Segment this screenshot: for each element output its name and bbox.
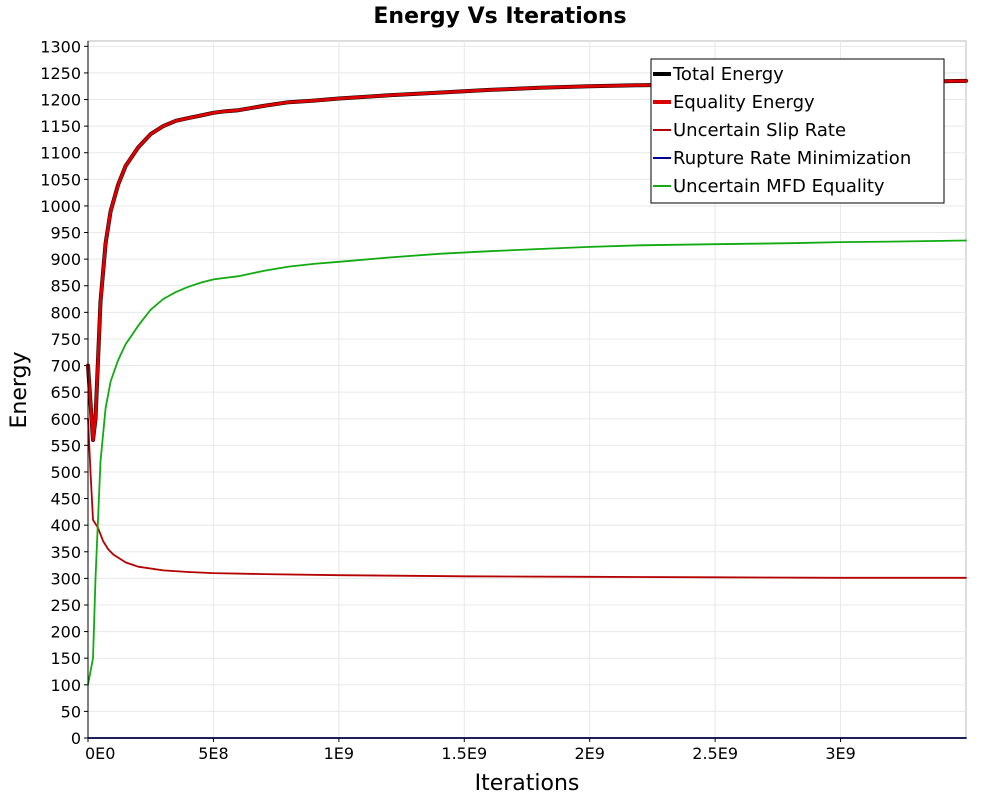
y-axis-label: Energy xyxy=(7,351,32,428)
legend-entry-label: Equality Energy xyxy=(673,92,815,113)
y-tick-label: 100 xyxy=(50,676,81,695)
series-line-2 xyxy=(86,79,968,442)
y-tick-label: 1000 xyxy=(40,197,81,216)
y-tick-label: 1150 xyxy=(40,117,81,136)
y-tick-label: 450 xyxy=(50,490,81,509)
legend-entry-label: Total Energy xyxy=(672,64,784,85)
y-tick-label: 650 xyxy=(50,383,81,402)
y-tick-label: 1250 xyxy=(40,64,81,83)
y-tick-label: 600 xyxy=(50,410,81,429)
y-axis-ticks: 0 50 100 150 200 250 300 350 400 450 500 550 600 650 7… xyxy=(40,37,88,748)
x-tick-label: 2.5E9 xyxy=(692,744,738,763)
legend-box xyxy=(650,58,945,204)
y-tick-label: 200 xyxy=(50,623,81,642)
y-tick-label: 800 xyxy=(50,303,81,322)
y-tick-label: 500 xyxy=(50,463,81,482)
series-line-5 xyxy=(87,239,967,686)
y-tick-label: 900 xyxy=(50,250,81,269)
legend: Total Energy Equality Energy Uncertain Sli… xyxy=(650,58,945,204)
y-tick-label: 0 xyxy=(71,729,81,748)
x-axis-label: Iterations xyxy=(475,771,580,796)
y-tick-label: 50 xyxy=(61,702,81,721)
x-tick-label: 2E9 xyxy=(574,744,604,763)
x-tick-label: 0E0 xyxy=(85,744,115,763)
y-tick-label: 1300 xyxy=(40,37,81,56)
y-tick-label: 850 xyxy=(50,277,81,296)
legend-entry-label: Rupture Rate Minimization xyxy=(673,148,911,169)
y-tick-label: 1100 xyxy=(40,144,81,163)
x-tick-label: 1.5E9 xyxy=(441,744,487,763)
x-tick-label: 5E8 xyxy=(198,744,228,763)
y-tick-label: 400 xyxy=(50,516,81,535)
y-tick-label: 300 xyxy=(50,569,81,588)
legend-entry-label: Uncertain MFD Equality xyxy=(673,176,885,197)
y-tick-label: 150 xyxy=(50,649,81,668)
y-tick-label: 550 xyxy=(50,436,81,455)
chart-title: Energy Vs Iterations xyxy=(373,4,626,29)
legend-entry-label: Uncertain Slip Rate xyxy=(673,120,846,141)
y-tick-label: 950 xyxy=(50,224,81,243)
y-tick-label: 1050 xyxy=(40,170,81,189)
x-axis-ticks: 0E0 5E8 1E9 1.5E9 2E9 2.5E9 3E9 xyxy=(85,738,856,763)
y-tick-label: 250 xyxy=(50,596,81,615)
y-tick-label: 700 xyxy=(50,357,81,376)
y-tick-label: 350 xyxy=(50,543,81,562)
x-tick-label: 1E9 xyxy=(324,744,354,763)
x-tick-label: 3E9 xyxy=(825,744,855,763)
series-lines xyxy=(86,78,968,739)
y-tick-label: 750 xyxy=(50,330,81,349)
y-tick-label: 1200 xyxy=(40,91,81,110)
